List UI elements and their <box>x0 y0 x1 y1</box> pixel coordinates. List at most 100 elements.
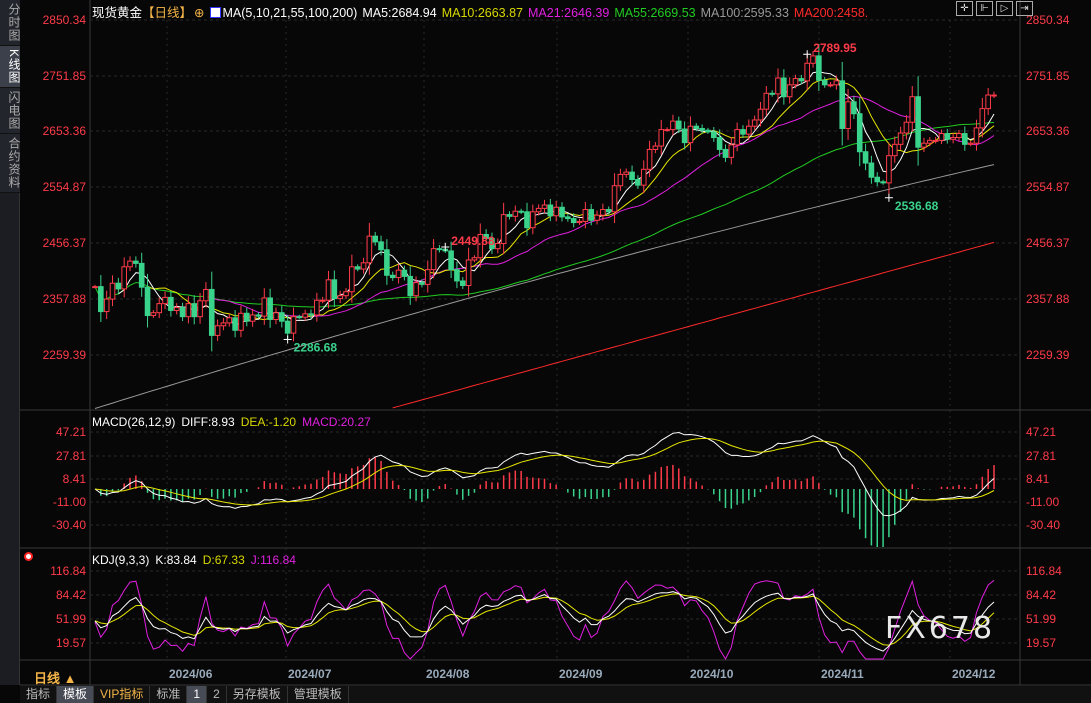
candle-down <box>570 218 577 224</box>
crosshair-icon[interactable]: ✛ <box>956 1 973 16</box>
ma10-value: MA10:2663.87 <box>441 6 524 20</box>
tab-template[interactable]: 模板 <box>57 686 95 703</box>
candle-down <box>856 113 863 153</box>
indicator-icon[interactable] <box>209 7 221 18</box>
candle-up <box>617 173 624 187</box>
kdj-j: J:116.84 <box>250 553 296 567</box>
target-icon[interactable]: ⊕ <box>194 6 205 20</box>
candle-down <box>547 204 554 217</box>
kdj-axis-label: 116.84 <box>1026 564 1062 578</box>
price-axis-label: 2357.88 <box>43 292 87 306</box>
chart-tools: ✛ ⊩ ▷ ⇥ <box>956 1 1033 16</box>
candle-down <box>354 266 361 270</box>
candle-up <box>535 207 542 213</box>
candle-up <box>465 259 472 286</box>
candle-up <box>150 312 157 317</box>
tab-page-2[interactable]: 2 <box>207 686 227 703</box>
candle-up <box>366 235 373 264</box>
ma55-line <box>94 121 995 308</box>
candle-up <box>413 282 419 297</box>
high-price-label: 2449.88 <box>451 234 495 248</box>
candle-down <box>710 131 717 139</box>
candle-up <box>979 108 986 129</box>
ma200-value: MA200:2458. <box>793 6 869 20</box>
tab-vip-indicator[interactable]: VIP指标 <box>94 686 151 703</box>
candle-up <box>349 266 355 293</box>
candle-up <box>121 266 127 290</box>
candle-down <box>267 297 273 321</box>
candle-up <box>249 314 256 322</box>
macd-axis-label: 47.21 <box>56 425 86 439</box>
candle-down <box>407 275 414 297</box>
tab-manage-template[interactable]: 管理模板 <box>288 686 349 703</box>
candle-up <box>763 92 770 110</box>
candle-down <box>384 249 390 276</box>
candle-down <box>635 178 641 186</box>
candle-up <box>220 322 227 327</box>
candle-down <box>675 120 682 130</box>
period-selector[interactable]: 日线 ▲ <box>34 671 77 686</box>
candle-up <box>956 133 962 139</box>
kdj-axis-label: 84.42 <box>1026 588 1056 602</box>
kdj-j-line <box>94 579 995 661</box>
kdj-k-line <box>94 591 995 652</box>
candle-down <box>331 279 338 300</box>
candle-up <box>903 121 910 134</box>
tab-standard[interactable]: 标准 <box>150 686 188 703</box>
fit-range-icon[interactable]: ⊩ <box>976 1 993 16</box>
price-axis-label: 2456.37 <box>43 236 87 250</box>
price-axis-label: 2259.39 <box>43 348 87 362</box>
price-axis-label: 2554.87 <box>1026 180 1070 194</box>
candle-down <box>722 148 729 158</box>
ma5-line <box>118 71 995 328</box>
date-axis-label: 2024/09 <box>559 667 603 681</box>
candle-down <box>740 129 746 135</box>
grid <box>20 0 1091 686</box>
candle-up <box>197 300 203 318</box>
tab-page-1[interactable]: 1 <box>187 686 208 703</box>
kdj-axis-label: 19.57 <box>1026 636 1056 650</box>
candle-up <box>553 206 559 217</box>
candles <box>92 43 997 352</box>
candle-up <box>395 269 402 279</box>
kdj-axis-label: 84.42 <box>56 588 86 602</box>
tab-save-template[interactable]: 另存模板 <box>227 686 288 703</box>
candle-up <box>611 185 618 213</box>
sidebar-item-flash[interactable]: 闪电图 <box>0 88 21 135</box>
macd-dea-line <box>94 438 995 506</box>
ma-label: MA(5,10,21,55,100,200) <box>222 6 358 20</box>
chart-header: 现货黄金【日线】 ⊕ MA(5,10,21,55,100,200) MA5:2684.… <box>92 2 873 21</box>
candle-up <box>652 145 659 150</box>
date-axis-label: 2024/12 <box>952 667 996 681</box>
kdj-axis-label: 116.84 <box>50 564 86 578</box>
sidebar-item-timeshare[interactable]: 分时图 <box>0 0 21 46</box>
price-axis-label: 2554.87 <box>43 180 87 194</box>
price-axis-label: 2456.37 <box>1026 236 1070 250</box>
candle-down <box>518 210 524 213</box>
candle-up <box>687 125 694 144</box>
tab-indicator[interactable]: 指标 <box>20 686 58 703</box>
sidebar-item-contract-info[interactable]: 合约资料 <box>0 134 21 194</box>
candle-up <box>967 142 974 145</box>
candle-up <box>985 94 991 110</box>
kdj-panel <box>94 579 995 661</box>
macd-axis-label: -11.00 <box>53 495 86 509</box>
candle-up <box>290 316 297 334</box>
candle-up <box>424 269 431 285</box>
play-icon[interactable]: ▷ <box>996 1 1013 16</box>
macd-value: MACD:20.27 <box>302 415 371 429</box>
macd-axis-label: 47.21 <box>1026 425 1056 439</box>
candle-down <box>798 78 805 82</box>
candle-up <box>827 84 834 87</box>
macd-axis-label: -30.40 <box>1026 518 1060 532</box>
candle-down <box>699 127 705 131</box>
low-price-label: 2286.68 <box>294 341 338 355</box>
price-axis-label: 2850.34 <box>43 13 87 27</box>
candle-up <box>214 325 221 336</box>
sidebar-item-kline[interactable]: K线图 <box>0 46 21 89</box>
move-right-icon[interactable]: ⇥ <box>1016 1 1033 16</box>
indicator-settings-icon[interactable] <box>24 552 33 561</box>
candle-down <box>524 211 530 229</box>
candle-down <box>565 216 571 220</box>
